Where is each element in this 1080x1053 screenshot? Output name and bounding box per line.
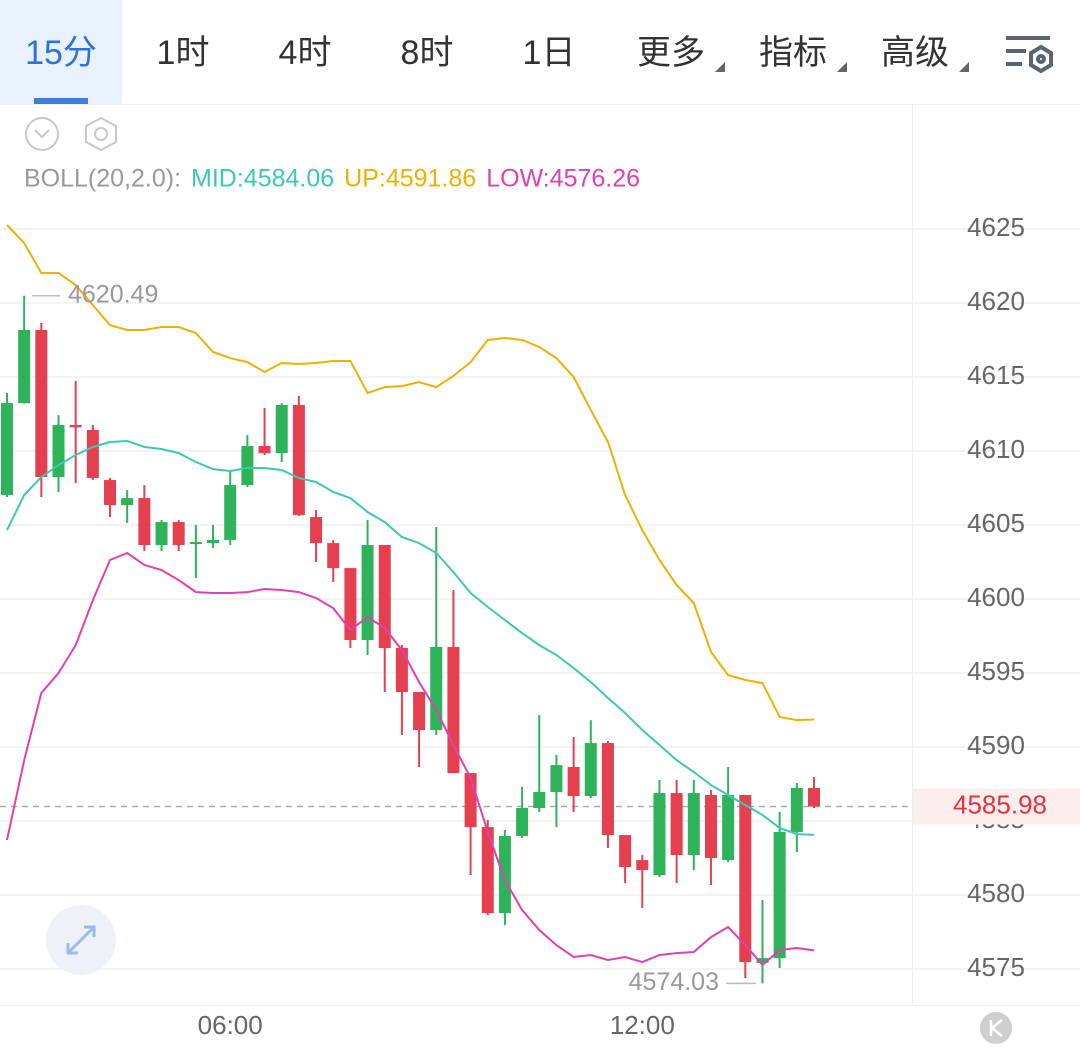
indicator-label: BOLL(20,2.0): (24, 165, 181, 193)
max-label: 4620.49 (68, 280, 158, 308)
candle-body (378, 545, 391, 649)
plot-area (0, 224, 1080, 984)
k-icon[interactable] (980, 1012, 1012, 1044)
candle-body (807, 788, 820, 807)
candle-body (52, 424, 65, 478)
candle-body (601, 743, 614, 836)
collapse-button[interactable] (25, 117, 59, 151)
boll-line (6, 439, 815, 836)
last-price-label: 4585.98 (953, 789, 1047, 819)
y-tick-label: 4600 (967, 582, 1025, 612)
settings-icon[interactable] (1006, 36, 1053, 74)
dropdown-arrow (959, 62, 969, 72)
candle-body (275, 405, 288, 454)
dropdown-arrow (837, 62, 847, 72)
candle-body (739, 794, 752, 963)
candle-body (1, 403, 13, 495)
active-tab-background (0, 0, 122, 104)
active-tab-indicator (34, 98, 88, 104)
y-tick-label: 4580 (967, 878, 1025, 908)
y-tick-label: 4590 (967, 730, 1025, 760)
candle-body (516, 808, 529, 836)
tab-label[interactable]: 指标 (759, 34, 827, 72)
boll-line (6, 551, 815, 967)
y-tick-label: 4575 (967, 952, 1025, 982)
y-tick-label: 4595 (967, 656, 1025, 686)
legend-entry: UP:4591.86 (344, 165, 476, 193)
candle-body (413, 691, 426, 731)
candle-body (395, 648, 408, 692)
candle-body (704, 794, 717, 859)
dropdown-arrow (715, 62, 725, 72)
candle-body (550, 765, 563, 793)
candle-body (172, 522, 185, 546)
candle-body (69, 424, 82, 428)
last-price-box (913, 788, 1080, 825)
indicator-settings-button[interactable] (85, 116, 117, 152)
x-tick-label: 06:00 (198, 1010, 263, 1040)
candle-body (619, 835, 632, 868)
candle-body (773, 831, 786, 959)
candle-body (138, 498, 151, 546)
x-tick-label: 12:00 (610, 1010, 675, 1040)
candle-body (722, 794, 735, 861)
tab-label[interactable]: 1时 (157, 34, 210, 72)
candle-body (35, 329, 48, 478)
candle-body (361, 545, 374, 641)
candle-body (498, 835, 511, 914)
tab-label[interactable]: 1日 (523, 34, 576, 72)
tab-label[interactable]: 更多 (637, 34, 705, 72)
y-tick-label: 4610 (967, 434, 1025, 464)
y-tick-label: 4625 (967, 212, 1025, 242)
candle-body (155, 522, 168, 546)
candle-body (241, 445, 254, 486)
candle-body (292, 405, 305, 515)
tab-label[interactable]: 15分 (25, 34, 97, 72)
tab-label[interactable]: 4时 (279, 34, 332, 72)
tab-label[interactable]: 高级 (881, 34, 949, 72)
candle-body (104, 480, 117, 506)
boll-line (6, 224, 815, 722)
y-tick-label: 4620 (967, 286, 1025, 316)
candle-body (790, 788, 803, 832)
candle-body (533, 792, 546, 809)
candle-body (258, 445, 271, 454)
candle-body (310, 517, 323, 544)
candle-body (447, 646, 460, 774)
candle-body (224, 485, 237, 540)
y-tick-label: 4615 (967, 360, 1025, 390)
legend-entry: MID:4584.06 (191, 165, 334, 193)
candle-body (687, 793, 700, 856)
candle-body (189, 542, 202, 545)
candle-body (18, 329, 31, 404)
tab-label[interactable]: 8时 (401, 34, 454, 72)
candle-body (584, 743, 597, 797)
candle-body (344, 568, 357, 641)
candle-body (481, 827, 494, 914)
candle-body (121, 498, 134, 506)
candle-body (653, 793, 666, 876)
candle-body (567, 767, 580, 797)
min-label: 4574.03 (629, 968, 719, 996)
candle-body (86, 430, 99, 478)
candle-body (430, 646, 443, 731)
candle-body (636, 860, 649, 871)
legend-entry: LOW:4576.26 (486, 165, 640, 193)
candle-body (327, 543, 340, 569)
candle-body (670, 793, 683, 856)
candle-body (207, 539, 220, 544)
candle-body (756, 958, 769, 963)
fullscreen-button[interactable] (46, 905, 116, 975)
y-tick-label: 4605 (967, 508, 1025, 538)
